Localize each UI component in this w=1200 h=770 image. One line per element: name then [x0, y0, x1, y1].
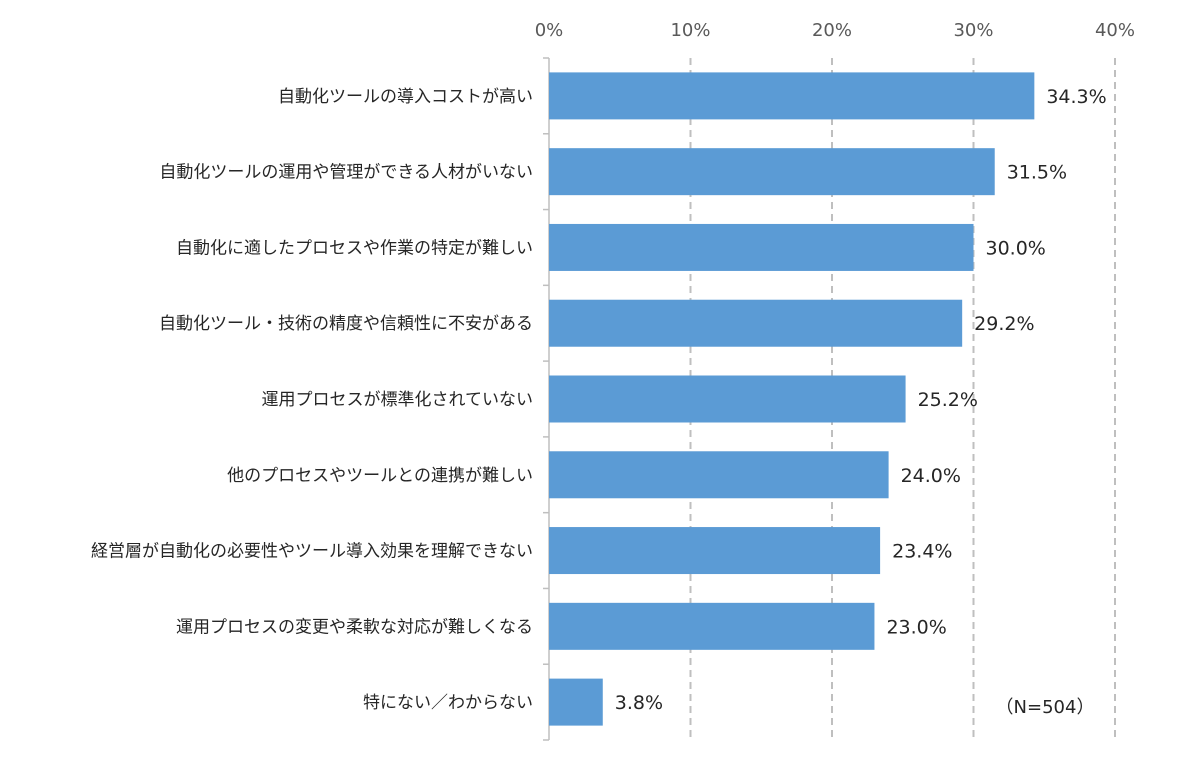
- category-label: 運用プロセスが標準化されていない: [262, 390, 534, 410]
- bar: [549, 602, 875, 650]
- bar: [549, 223, 974, 271]
- value-label: 29.2%: [974, 313, 1034, 335]
- sample-size-note: （N=504）: [996, 697, 1095, 718]
- value-label: 34.3%: [1046, 86, 1106, 108]
- bar: [549, 678, 603, 726]
- category-label: 自動化ツール・技術の精度や信頼性に不安がある: [159, 314, 533, 334]
- category-label: 経営層が自動化の必要性やツール導入効果を理解できない: [91, 542, 533, 562]
- category-label: 自動化ツールの導入コストが高い: [278, 87, 533, 107]
- value-label: 3.8%: [615, 692, 663, 714]
- bar: [549, 148, 995, 196]
- category-label: 自動化ツールの運用や管理ができる人材がいない: [159, 163, 533, 183]
- x-tick-label: 20%: [812, 20, 852, 41]
- x-tick-label: 40%: [1095, 20, 1135, 41]
- x-tick-label: 10%: [670, 20, 710, 41]
- bar: [549, 299, 963, 347]
- bar: [549, 451, 889, 499]
- bar: [549, 527, 881, 575]
- value-label: 30.0%: [986, 237, 1046, 259]
- category-label: 運用プロセスの変更や柔軟な対応が難しくなる: [176, 617, 533, 637]
- bar: [549, 72, 1035, 120]
- category-label: 自動化に適したプロセスや作業の特定が難しい: [176, 238, 533, 258]
- category-label: 他のプロセスやツールとの連携が難しい: [227, 466, 533, 486]
- value-label: 24.0%: [901, 465, 961, 487]
- value-label: 31.5%: [1007, 162, 1067, 184]
- label-layer: 0% 10% 20% 30% 40% 34.3% 自動化ツールの導入コストが高い 31.5% 自…: [91, 20, 1135, 714]
- bar: [549, 375, 906, 423]
- value-label: 25.2%: [918, 389, 978, 411]
- value-label: 23.0%: [886, 616, 946, 638]
- category-label: 特にない／わからない: [363, 693, 533, 713]
- value-label: 23.4%: [892, 541, 952, 563]
- x-tick-label: 0%: [535, 20, 564, 41]
- bar-layer: [549, 72, 1035, 726]
- x-tick-label: 30%: [953, 20, 993, 41]
